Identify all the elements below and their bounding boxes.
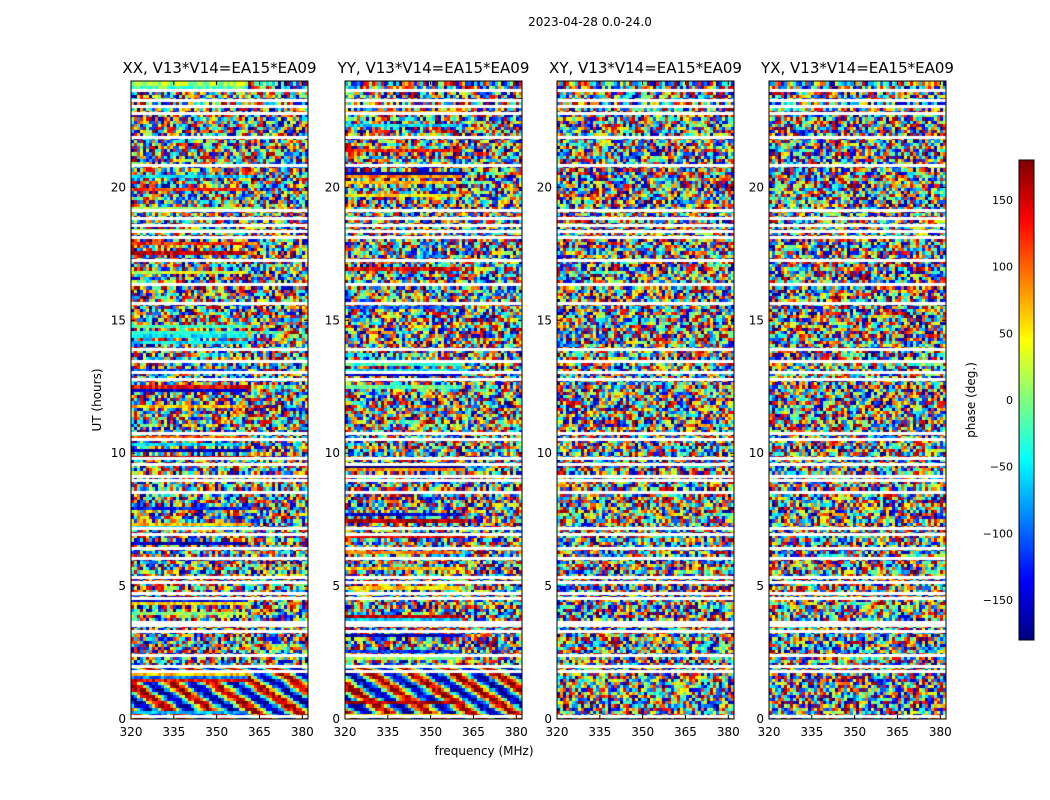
- panel-frame: [344, 80, 523, 720]
- x-tick-label: 320: [546, 725, 569, 739]
- x-tick-label: 365: [462, 725, 485, 739]
- x-tick-label: 365: [674, 725, 697, 739]
- y-tick-label: 5: [118, 579, 126, 593]
- y-tick-label: 0: [118, 712, 126, 726]
- x-tick-label: 335: [588, 725, 611, 739]
- phase-heatmap: [557, 81, 734, 719]
- x-tick-label: 320: [334, 725, 357, 739]
- y-tick-label: 20: [325, 180, 340, 194]
- colorbar-tick-label: 150: [992, 194, 1013, 207]
- panel-0: XX, V13*V14=EA15*EA09 320 335 350 365 380 0 5 10…: [90, 59, 317, 739]
- x-tick-label: 335: [162, 725, 185, 739]
- panel-title: XX, V13*V14=EA15*EA09: [122, 59, 316, 77]
- figure-suptitle: 2023-04-28 0.0-24.0: [528, 15, 652, 29]
- x-tick-label: 365: [248, 725, 271, 739]
- panel-frame: [130, 80, 309, 720]
- x-tick-label: 350: [205, 725, 228, 739]
- y-tick-label: 15: [749, 313, 764, 327]
- x-tick-label: 335: [376, 725, 399, 739]
- phase-heatmap: [769, 81, 946, 719]
- y-tick-label: 10: [325, 446, 340, 460]
- colorbar-tick-label: −50: [990, 461, 1013, 474]
- y-tick-label: 0: [544, 712, 552, 726]
- panel-1: YY, V13*V14=EA15*EA09 320 335 350 365 380 0 5 10…: [325, 59, 534, 758]
- x-tick-label: 350: [843, 725, 866, 739]
- y-tick-label: 5: [544, 579, 552, 593]
- x-tick-label: 320: [758, 725, 781, 739]
- x-tick-label: 350: [419, 725, 442, 739]
- colorbar-tick-label: 100: [992, 261, 1013, 274]
- y-tick-label: 10: [749, 446, 764, 460]
- phase-heatmap-canvas: [345, 81, 522, 719]
- panel-title: YY, V13*V14=EA15*EA09: [337, 59, 530, 77]
- phase-heatmap: [131, 81, 308, 719]
- colorbar-gradient: [1018, 159, 1035, 641]
- y-tick-label: 15: [111, 313, 126, 327]
- y-tick-label: 20: [749, 180, 764, 194]
- y-tick-label: 10: [111, 446, 126, 460]
- y-tick-label: 15: [537, 313, 552, 327]
- y-tick-label: 5: [756, 579, 764, 593]
- y-tick-label: 0: [756, 712, 764, 726]
- panel-frame: [768, 80, 947, 720]
- x-tick-label: 380: [505, 725, 528, 739]
- y-tick-label: 5: [332, 579, 340, 593]
- colorbar-tick-label: −100: [983, 527, 1013, 540]
- x-tick-label: 335: [800, 725, 823, 739]
- phase-heatmap: [345, 81, 522, 719]
- colorbar-ticks: −150 −100 −50 0 50 100 150: [983, 194, 1034, 607]
- panel-frame: [556, 80, 735, 720]
- panel-2: XY, V13*V14=EA15*EA09 320 335 350 365 380 0 5 10…: [537, 59, 742, 739]
- phase-heatmap-canvas: [557, 81, 734, 719]
- phase-heatmap-canvas: [131, 81, 308, 719]
- colorbar-tick-label: 50: [999, 327, 1013, 340]
- x-tick-label: 380: [291, 725, 314, 739]
- panel-title: XY, V13*V14=EA15*EA09: [549, 59, 742, 77]
- x-axis-label: frequency (MHz): [434, 744, 533, 758]
- y-tick-label: 20: [537, 180, 552, 194]
- y-tick-label: 20: [111, 180, 126, 194]
- colorbar-tick-label: −150: [983, 594, 1013, 607]
- colorbar: −150 −100 −50 0 50 100 150 phase (deg.): [964, 159, 1035, 641]
- y-axis-label: UT (hours): [90, 368, 104, 431]
- x-tick-label: 380: [929, 725, 952, 739]
- x-tick-label: 365: [886, 725, 909, 739]
- colorbar-label: phase (deg.): [964, 362, 978, 438]
- panel-title: YX, V13*V14=EA15*EA09: [760, 59, 954, 77]
- x-tick-label: 320: [120, 725, 143, 739]
- phase-heatmap-canvas: [769, 81, 946, 719]
- y-tick-label: 10: [537, 446, 552, 460]
- y-tick-label: 15: [325, 313, 340, 327]
- panels: XX, V13*V14=EA15*EA09 320 335 350 365 380 0 5 10…: [90, 59, 954, 758]
- y-tick-label: 0: [332, 712, 340, 726]
- x-tick-label: 380: [717, 725, 740, 739]
- x-tick-label: 350: [631, 725, 654, 739]
- colorbar-tick-label: 0: [1006, 394, 1013, 407]
- panel-3: YX, V13*V14=EA15*EA09 320 335 350 365 380 0 5 10…: [749, 59, 954, 739]
